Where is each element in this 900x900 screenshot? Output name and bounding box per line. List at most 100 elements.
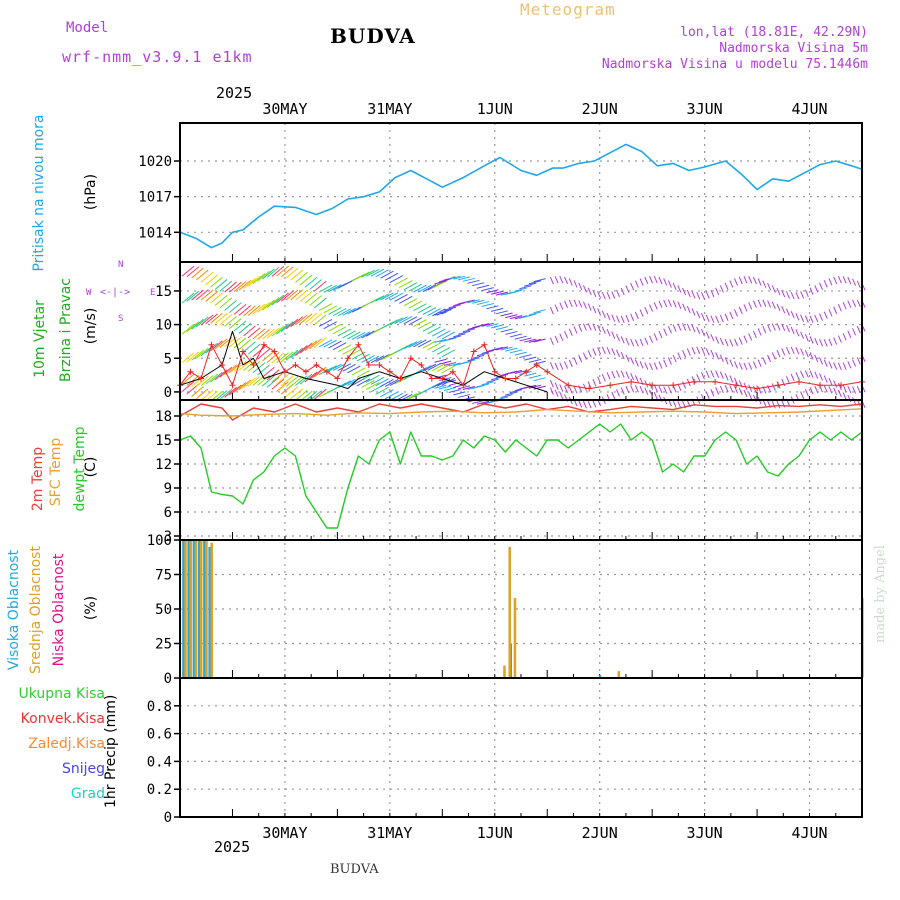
wind-speed-marker (817, 382, 824, 389)
wind-arrow (533, 309, 546, 314)
wind-arrow (663, 278, 668, 286)
wind-arrow (486, 378, 499, 383)
cloud-mid-bar (199, 540, 203, 678)
wind-arrow (828, 278, 833, 286)
wind-speed-marker (250, 361, 257, 368)
cloud-mid-bar (184, 540, 187, 678)
wind-arrow (238, 339, 252, 350)
station-title: BUDVA (330, 24, 416, 48)
wind-arrow (524, 313, 537, 318)
wind-arrow (408, 283, 422, 292)
wind-speed-marker (197, 375, 204, 382)
wind-arrow (592, 348, 597, 356)
wind-arrow (639, 338, 644, 347)
wind-arrow (578, 282, 583, 291)
wind-arrow (757, 328, 762, 336)
wind-arrow (682, 303, 687, 311)
wind-arrow (597, 291, 602, 299)
wind-arrow (752, 300, 757, 308)
wind-arrow (743, 389, 748, 398)
wind-arrow (337, 328, 352, 337)
wind-arrow (634, 359, 639, 367)
wind-arrow (247, 275, 261, 287)
wind-arrow (639, 361, 644, 369)
wind-arrow (500, 312, 513, 317)
wind-speed-marker (586, 385, 593, 392)
wind-arrow (800, 348, 805, 356)
wind-arrow (724, 373, 729, 381)
wind-arrow (776, 287, 781, 296)
wind-arrow (762, 299, 767, 307)
wind-arrow (842, 384, 847, 392)
wind-speed-marker (449, 368, 456, 375)
wind-arrow (528, 384, 542, 389)
wind-arrow (757, 278, 762, 286)
day-label-bottom: 31MAY (367, 824, 412, 842)
wind-arrow (519, 354, 532, 359)
wind-arrow (528, 311, 542, 316)
wind-arrow (238, 305, 252, 316)
wind-arrow (601, 291, 606, 300)
wind-arrow (625, 385, 630, 394)
wind-arrow (710, 389, 715, 397)
wind-arrow (200, 375, 214, 387)
wind-arrow (399, 315, 413, 324)
wind-arrow (441, 365, 456, 374)
wind-arrow (457, 361, 471, 366)
wind-arrow (564, 330, 569, 339)
wind-arrow (748, 276, 753, 284)
wind-arrow (677, 301, 682, 309)
y-tick-label: 1014 (138, 225, 172, 241)
wind-arrow (299, 274, 313, 286)
wind-arrow (500, 394, 513, 399)
wind-arrow (549, 276, 554, 285)
wind-arrow (205, 290, 219, 302)
wind-arrow (653, 391, 658, 400)
y-tick-label: 0.4 (147, 754, 172, 770)
wind-speed-marker (428, 375, 435, 382)
wind-arrow (332, 308, 347, 316)
wind-arrow (625, 315, 630, 323)
wind-arrow (767, 354, 772, 363)
panel-frame (179, 539, 863, 679)
cloud-mid-bar (210, 542, 213, 678)
wind-arrow (710, 334, 715, 342)
wind-arrow (233, 360, 247, 372)
wind-arrow (790, 346, 795, 355)
wind-arrow (290, 269, 304, 281)
wind-arrow (734, 278, 738, 286)
wind-arrow (214, 338, 228, 350)
wind-arrow (195, 316, 209, 328)
wind-speed-marker (239, 348, 246, 355)
wind-speed-marker (565, 382, 572, 389)
wind-speed-marker (292, 361, 299, 368)
wind-arrow (318, 339, 333, 348)
wind-arrow (210, 276, 223, 288)
wind-arrow (436, 363, 451, 372)
day-label-top: 3JUN (687, 100, 723, 118)
wind-arrow (715, 387, 720, 395)
wind-arrow (514, 370, 527, 375)
wind-arrow (205, 274, 219, 286)
wind-arrow (682, 287, 687, 296)
wind-arrow (247, 343, 261, 355)
wind-arrow (582, 323, 587, 331)
wind-arrow (856, 280, 861, 288)
wind-arrow (519, 337, 532, 342)
wind-arrow (734, 309, 738, 317)
wind-arrow (191, 267, 204, 279)
wind-arrow (299, 313, 313, 325)
wind-arrow (686, 348, 691, 356)
wind-arrow (313, 366, 327, 378)
wind-arrow (500, 346, 513, 351)
wind-arrow (828, 338, 833, 347)
wind-arrow (734, 338, 738, 347)
wind-arrow (384, 292, 399, 301)
wind-arrow (285, 349, 299, 361)
wind-speed-marker (607, 382, 614, 389)
wind-arrow (337, 344, 352, 353)
wind-arrow (214, 313, 228, 324)
dewpoint-line (179, 423, 863, 529)
y-tick-label: 5 (164, 351, 172, 367)
wind-arrow (767, 324, 772, 332)
